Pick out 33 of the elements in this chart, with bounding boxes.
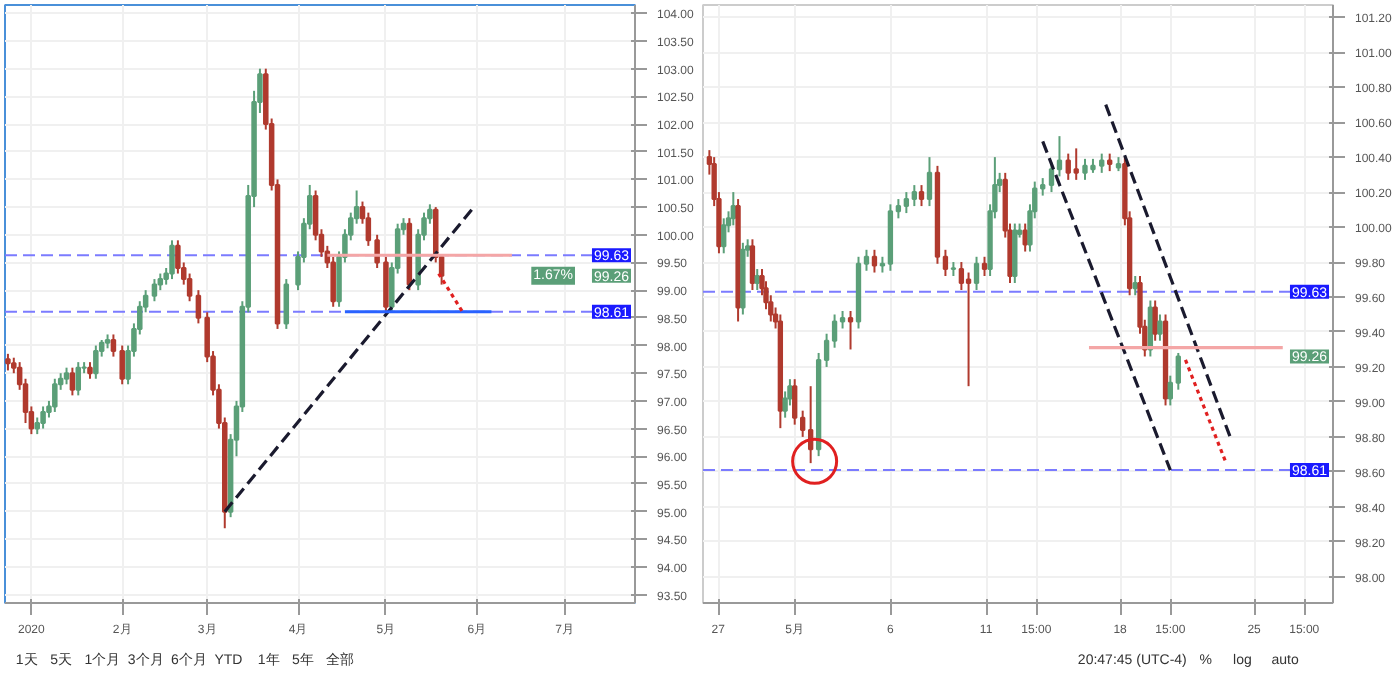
- candlestick: [721, 217, 727, 255]
- candlestick: [119, 344, 125, 386]
- candlestick: [40, 405, 46, 430]
- candlestick: [1082, 157, 1088, 181]
- candlestick: [1056, 135, 1063, 178]
- candlestick: [169, 239, 175, 281]
- candlestick: [69, 366, 76, 397]
- candlestick: [958, 261, 965, 292]
- candlestick: [981, 255, 988, 278]
- candlestick: [911, 184, 917, 208]
- candlestick: [1152, 299, 1158, 342]
- candlestick: [903, 191, 910, 215]
- candlestick: [1157, 313, 1163, 342]
- candlestick: [973, 255, 980, 292]
- candlestick: [926, 156, 933, 208]
- candlestick: [965, 271, 972, 388]
- candlestick: [847, 309, 854, 351]
- candlestick: [749, 238, 756, 292]
- candlestick: [283, 278, 290, 330]
- candlestick: [918, 184, 925, 208]
- candlestick: [52, 377, 58, 413]
- candlestick: [93, 344, 99, 380]
- candlestick: [1048, 161, 1055, 194]
- candlestick: [1099, 152, 1105, 174]
- candlestick: [195, 289, 202, 325]
- candlestick: [151, 278, 158, 303]
- candlestick: [871, 248, 878, 274]
- candlestick: [75, 361, 82, 397]
- candlestick: [1012, 222, 1018, 285]
- candlestick: [1065, 152, 1071, 181]
- candlestick: [792, 378, 798, 426]
- candlestick: [1073, 147, 1079, 181]
- candlestick: [1175, 351, 1181, 391]
